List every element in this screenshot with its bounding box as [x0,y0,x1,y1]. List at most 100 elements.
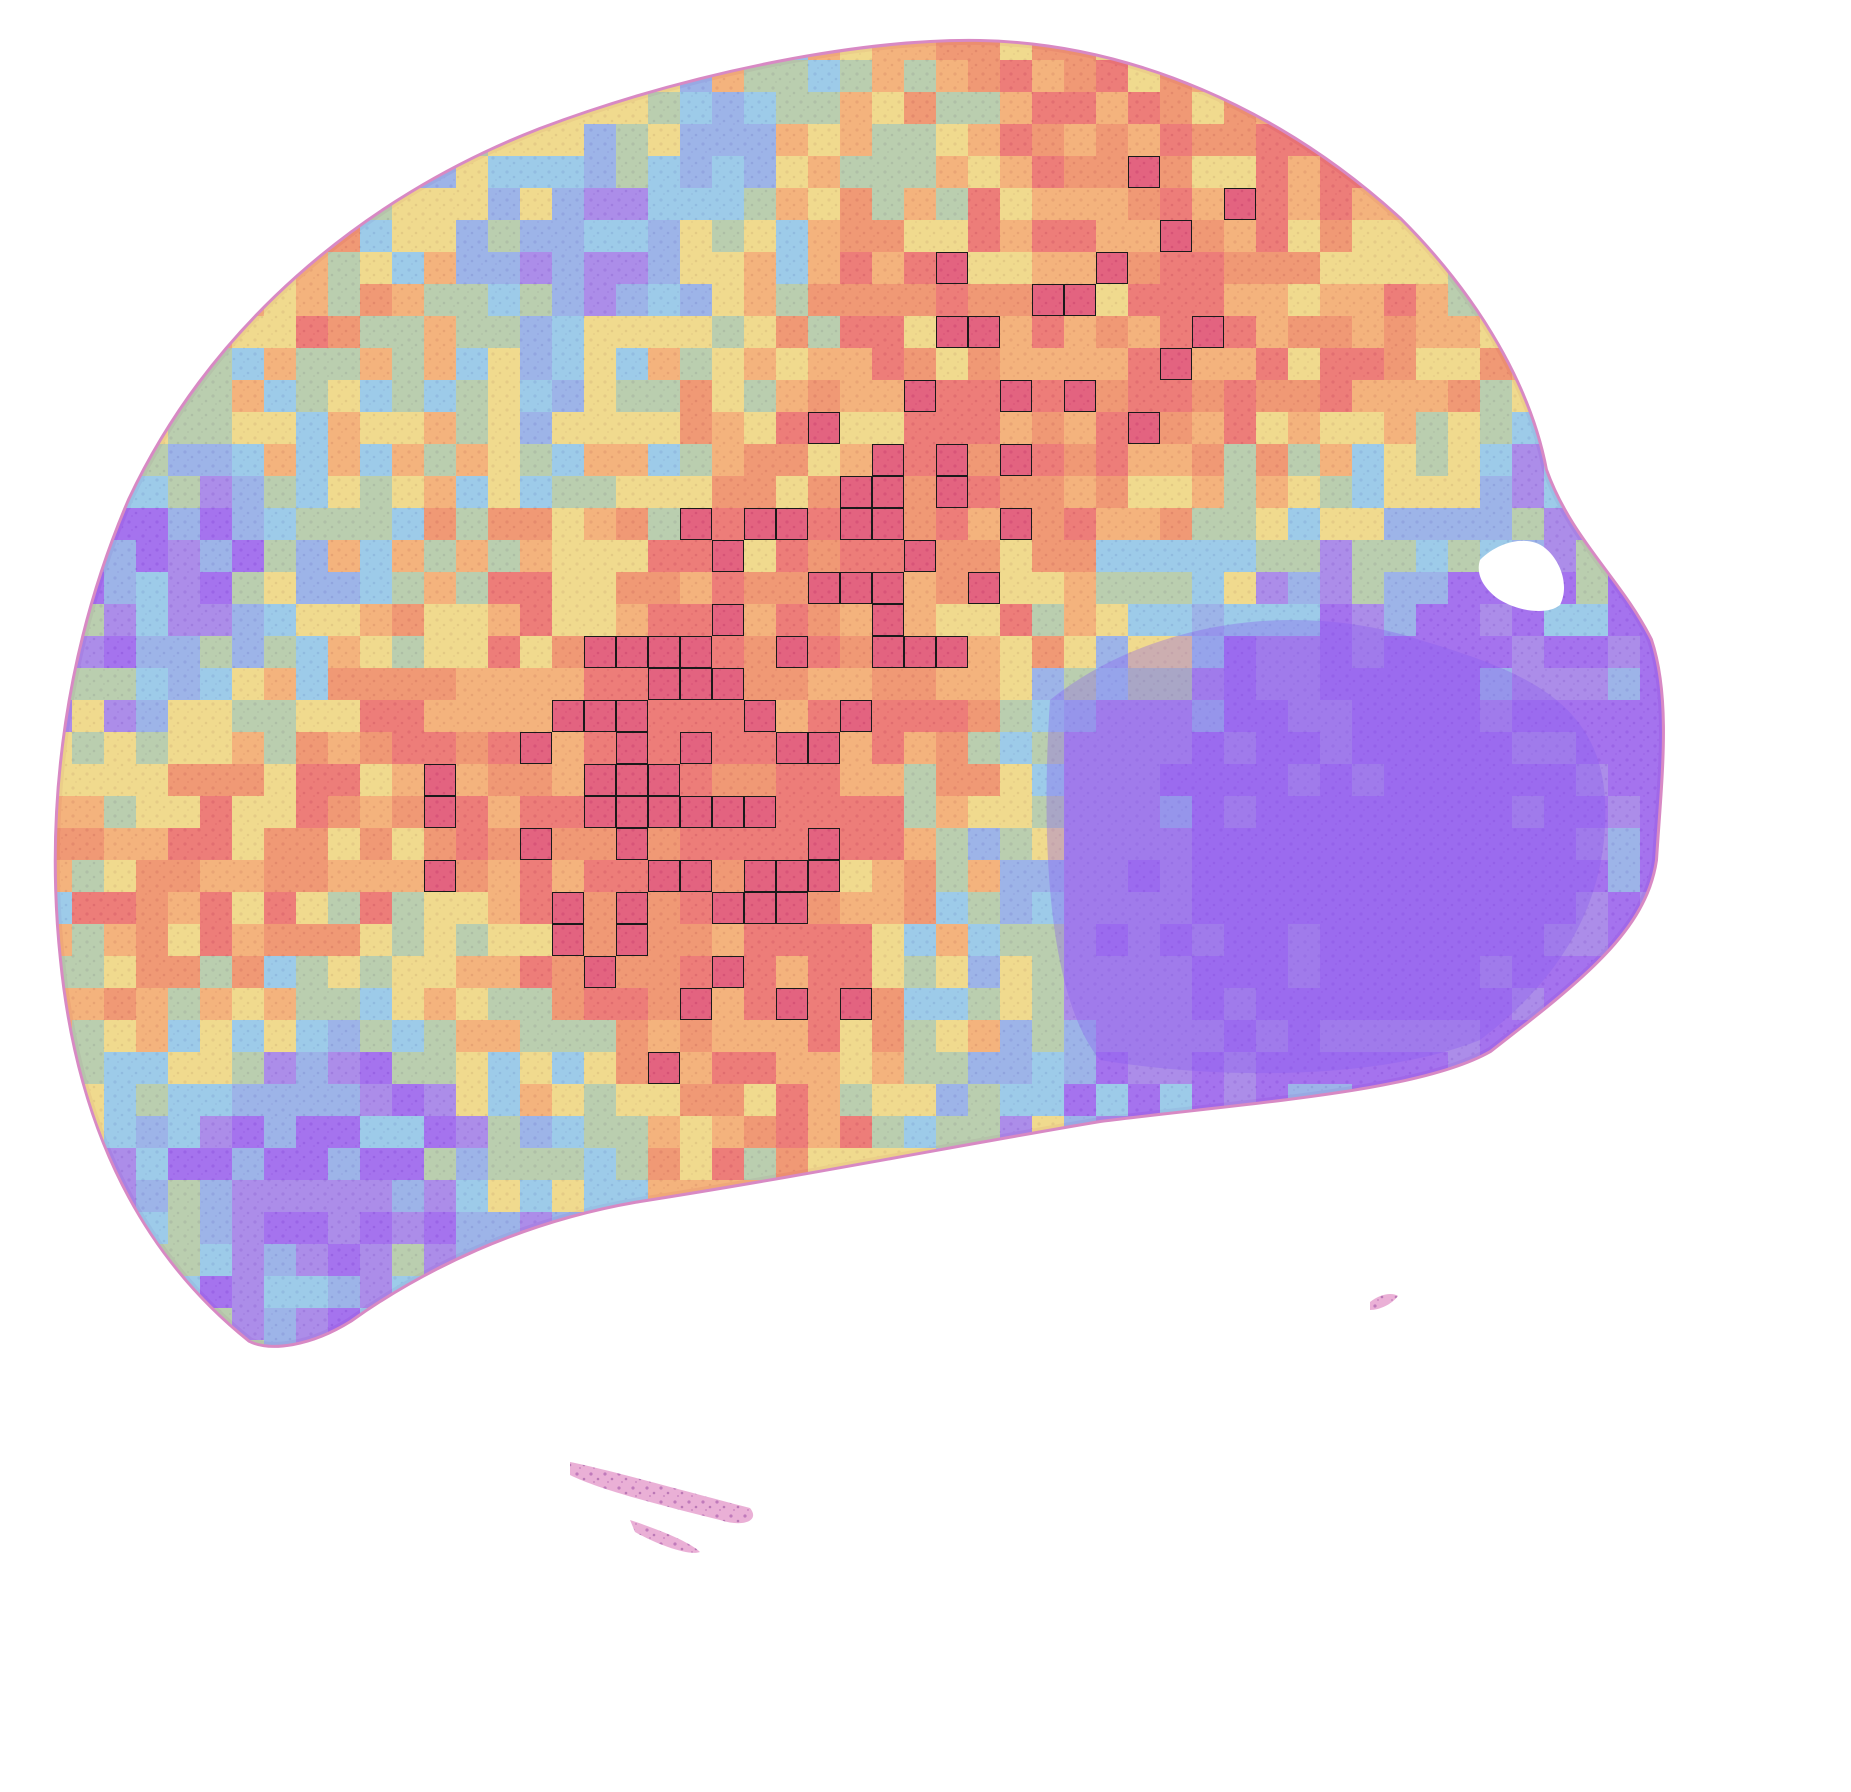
heatmap-tile [648,156,680,188]
heatmap-tile [1544,508,1576,540]
heatmap-tile [520,156,552,188]
heatmap-tile [1064,860,1096,892]
heatmap-tile [872,252,904,284]
high-score-tile-outline [1032,284,1064,316]
heatmap-tile [808,1308,840,1340]
heatmap-tile [1000,188,1032,220]
heatmap-tile [1064,924,1096,956]
heatmap-tile [232,988,264,1020]
heatmap-tile [520,60,552,92]
heatmap-tile [456,380,488,412]
heatmap-tile [1672,284,1704,316]
heatmap-tile [296,1340,328,1345]
high-score-tile-outline [1064,284,1096,316]
heatmap-tile [840,1052,872,1084]
heatmap-tile [1128,444,1160,476]
heatmap-tile [776,1116,808,1148]
heatmap-tile [840,700,872,732]
heatmap-tile [1288,732,1320,764]
heatmap-tile [552,1340,584,1345]
heatmap-tile [840,860,872,892]
heatmap-tile [1160,444,1192,476]
heatmap-tile [1512,188,1544,220]
heatmap-tile [840,828,872,860]
heatmap-tile [904,828,936,860]
heatmap-tile [616,1244,648,1276]
high-score-tile-outline [648,636,680,668]
heatmap-tile [200,828,232,860]
heatmap-tile [1512,316,1544,348]
heatmap-tile [1512,92,1544,124]
heatmap-tile [744,92,776,124]
heatmap-tile [1576,41,1608,60]
heatmap-tile [1384,508,1416,540]
heatmap-tile [392,860,424,892]
heatmap-tile [776,124,808,156]
heatmap-tile [712,892,744,924]
heatmap-tile [1000,668,1032,700]
heatmap-tile [1256,1180,1288,1212]
heatmap-tile [1640,508,1662,540]
heatmap-tile [360,92,392,124]
heatmap-tile [776,380,808,412]
heatmap-tile [1320,1052,1352,1084]
heatmap-tile [1032,1148,1064,1180]
high-score-tile-outline [808,732,840,764]
heatmap-tile [1064,636,1096,668]
heatmap-tile [904,1212,936,1244]
heatmap-tile [488,1020,520,1052]
heatmap-tile [1672,860,1704,892]
heatmap-tile [1608,380,1640,412]
heatmap-tile [360,764,392,796]
heatmap-tile [1672,924,1704,956]
heatmap-tile [104,380,136,412]
heatmap-tile [1448,188,1480,220]
heatmap-tile [872,988,904,1020]
high-score-tile-outline [1000,444,1032,476]
heatmap-tile [616,604,648,636]
heatmap-tile [968,124,1000,156]
heatmap-tile [552,1276,584,1308]
heatmap-tile [200,764,232,796]
heatmap-tile [936,476,968,508]
heatmap-tile [200,124,232,156]
heatmap-tile [168,668,200,700]
heatmap-tile [968,604,1000,636]
heatmap-tile [584,60,616,92]
heatmap-tile [168,316,200,348]
heatmap-tile [776,796,808,828]
heatmap-tile [1096,764,1128,796]
heatmap-tile [1416,41,1448,60]
heatmap-tile [72,444,104,476]
heatmap-tile [264,1276,296,1308]
heatmap-tile [1608,1116,1640,1148]
heatmap-tile [104,220,136,252]
heatmap-tile [712,41,744,60]
heatmap-tile [776,1308,808,1340]
heatmap-tile [1640,764,1662,796]
heatmap-tile [168,732,200,764]
heatmap-tile [648,604,680,636]
heatmap-tile [1320,92,1352,124]
heatmap-tile [1640,1148,1662,1180]
heatmap-tile [1608,476,1640,508]
heatmap-tile [296,1052,328,1084]
heatmap-tile [808,412,840,444]
heatmap-tile [1000,1148,1032,1180]
heatmap-tile [648,732,680,764]
heatmap-tile [616,1052,648,1084]
heatmap-tile [968,220,1000,252]
heatmap-tile [1032,252,1064,284]
heatmap-tile [1672,60,1704,92]
heatmap-tile [616,1276,648,1308]
heatmap-tile [1448,1340,1480,1345]
heatmap-tile [392,348,424,380]
heatmap-tile [1480,1212,1512,1244]
heatmap-tile [1416,412,1448,444]
heatmap-tile [1608,572,1640,604]
heatmap-tile [1320,1212,1352,1244]
heatmap-tile [200,508,232,540]
heatmap-tile [648,316,680,348]
heatmap-tile [1256,1340,1288,1345]
heatmap-tile [680,220,712,252]
